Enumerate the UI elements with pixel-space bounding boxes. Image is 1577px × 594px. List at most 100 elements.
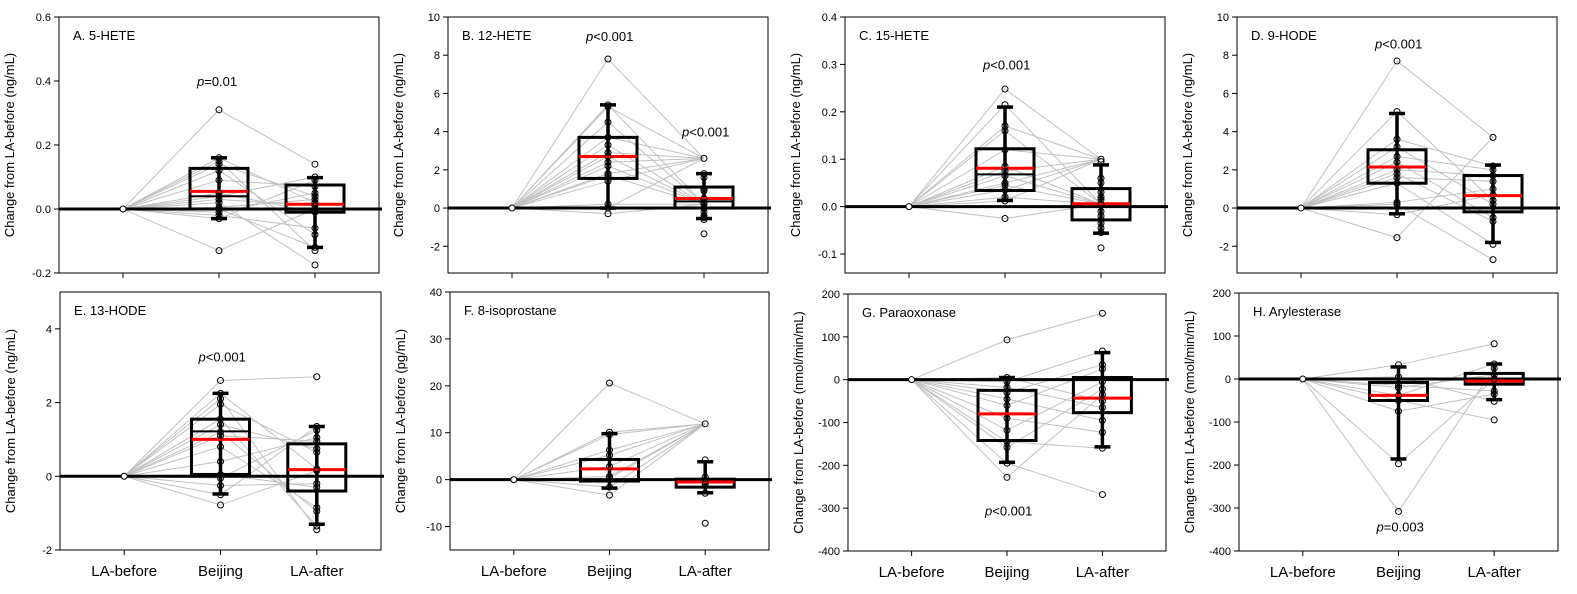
data-point <box>1098 416 1106 424</box>
data-point <box>311 224 319 232</box>
data-point <box>606 491 613 499</box>
data-point <box>1393 166 1401 174</box>
data-point <box>1098 347 1106 355</box>
data-point <box>1001 179 1009 187</box>
plot-frame <box>449 291 770 551</box>
data-point <box>1003 383 1011 391</box>
data-point <box>1490 375 1498 383</box>
data-point <box>215 160 223 168</box>
data-point <box>700 230 708 238</box>
data-point <box>606 431 613 439</box>
data-point <box>1490 360 1498 368</box>
y-tick-label: 10 <box>430 428 442 440</box>
p-symbol: p <box>585 29 593 44</box>
x-tick-label: Beijing <box>198 563 243 580</box>
data-point <box>1393 57 1401 65</box>
data-point <box>1393 158 1401 166</box>
panel-title: B. 12-HETE <box>462 28 532 43</box>
p-value-annotation: p<0.001 <box>198 350 246 365</box>
x-tick-label: LA-before <box>481 563 547 580</box>
box <box>1462 174 1524 214</box>
data-point <box>217 400 224 408</box>
data-point <box>606 472 613 480</box>
p-value-text: <0.001 <box>990 57 1030 72</box>
data-point <box>217 421 224 429</box>
data-point <box>1001 193 1009 201</box>
data-point <box>311 261 319 269</box>
panel-b: -2 0 2 4 6 8 10 Change from LA-before (ng/mL) B.… <box>391 12 771 278</box>
p-value-annotation: p<0.001 <box>984 503 1032 518</box>
panel-c: -0.1 0.0 0.1 0.2 0.3 0.4 Change from LA-before… <box>788 12 1168 278</box>
data-point <box>1098 490 1106 498</box>
data-point <box>701 519 709 527</box>
x-tick-label: LA-after <box>1076 564 1129 581</box>
data-point <box>700 216 708 224</box>
data-point <box>908 376 916 384</box>
data-point <box>217 470 224 478</box>
data-point <box>700 154 708 162</box>
panel-h: -400 -300 -200 -100 0 100 200 LA-before Beijing L… <box>1182 288 1561 581</box>
data-point <box>217 491 224 499</box>
p-value-annotation: p<0.001 <box>681 125 729 140</box>
data-point <box>1001 85 1009 93</box>
y-tick-label: 0 <box>1223 203 1229 215</box>
x-tick-label: Beijing <box>984 564 1029 581</box>
y-tick-label: -2 <box>42 545 52 557</box>
data-point <box>311 205 319 213</box>
data-point <box>1393 234 1401 242</box>
y-axis-title: Change from LA-before (pg/mL) <box>393 329 408 513</box>
data-point <box>1097 229 1105 237</box>
y-tick-label: 4 <box>1223 127 1229 139</box>
panel-title: A. 5-HETE <box>73 28 135 43</box>
panel-title: H. Arylesterase <box>1253 304 1341 319</box>
y-axis-title: Change from LA-before (ng/mL) <box>788 53 803 237</box>
y-tick-label: -0.1 <box>818 249 837 261</box>
y-tick-label: 100 <box>1213 331 1231 343</box>
data-point <box>120 472 128 480</box>
data-point <box>604 149 612 157</box>
data-point <box>217 428 224 436</box>
data-point <box>604 101 612 109</box>
data-point <box>1489 256 1497 264</box>
x-tick-label: LA-before <box>879 564 945 581</box>
data-point <box>1489 200 1497 208</box>
data-point <box>701 473 709 481</box>
p-value-annotation: p<0.001 <box>982 57 1030 72</box>
p-symbol: p <box>196 74 204 89</box>
data-point <box>1393 179 1401 187</box>
data-point <box>606 379 613 387</box>
data-point <box>1393 198 1401 206</box>
y-tick-label: 2 <box>434 165 440 177</box>
data-point <box>1489 191 1497 199</box>
data-point <box>313 483 321 491</box>
data-point <box>311 231 319 239</box>
panel-f: -10 0 10 20 30 40 LA-before Beijing LA-after Chan… <box>393 287 772 580</box>
data-point <box>510 476 518 484</box>
data-point <box>311 183 319 191</box>
subject-line <box>513 423 706 496</box>
y-tick-label: 0.0 <box>36 204 51 216</box>
data-point <box>215 167 223 175</box>
data-point <box>313 426 321 434</box>
data-point <box>1001 101 1009 109</box>
data-point <box>1395 381 1402 389</box>
data-point <box>313 434 321 442</box>
data-point <box>1001 214 1009 222</box>
y-tick-label: 6 <box>434 88 440 100</box>
p-symbol: p <box>1374 37 1382 52</box>
y-tick-label: -400 <box>818 546 840 558</box>
data-point <box>313 480 321 488</box>
subject-line <box>1302 367 1495 513</box>
data-point <box>1097 212 1105 220</box>
data-point <box>1003 401 1011 409</box>
x-tick-label: LA-before <box>91 563 157 580</box>
p-value-text: =0.003 <box>1384 519 1424 534</box>
x-tick-label: LA-after <box>1468 564 1521 581</box>
y-tick-label: 0.4 <box>36 76 51 88</box>
y-tick-label: -10 <box>426 522 442 534</box>
data-point <box>700 214 708 222</box>
data-point <box>1490 340 1498 348</box>
data-point <box>606 451 613 459</box>
p-value-text: <0.001 <box>593 29 633 44</box>
